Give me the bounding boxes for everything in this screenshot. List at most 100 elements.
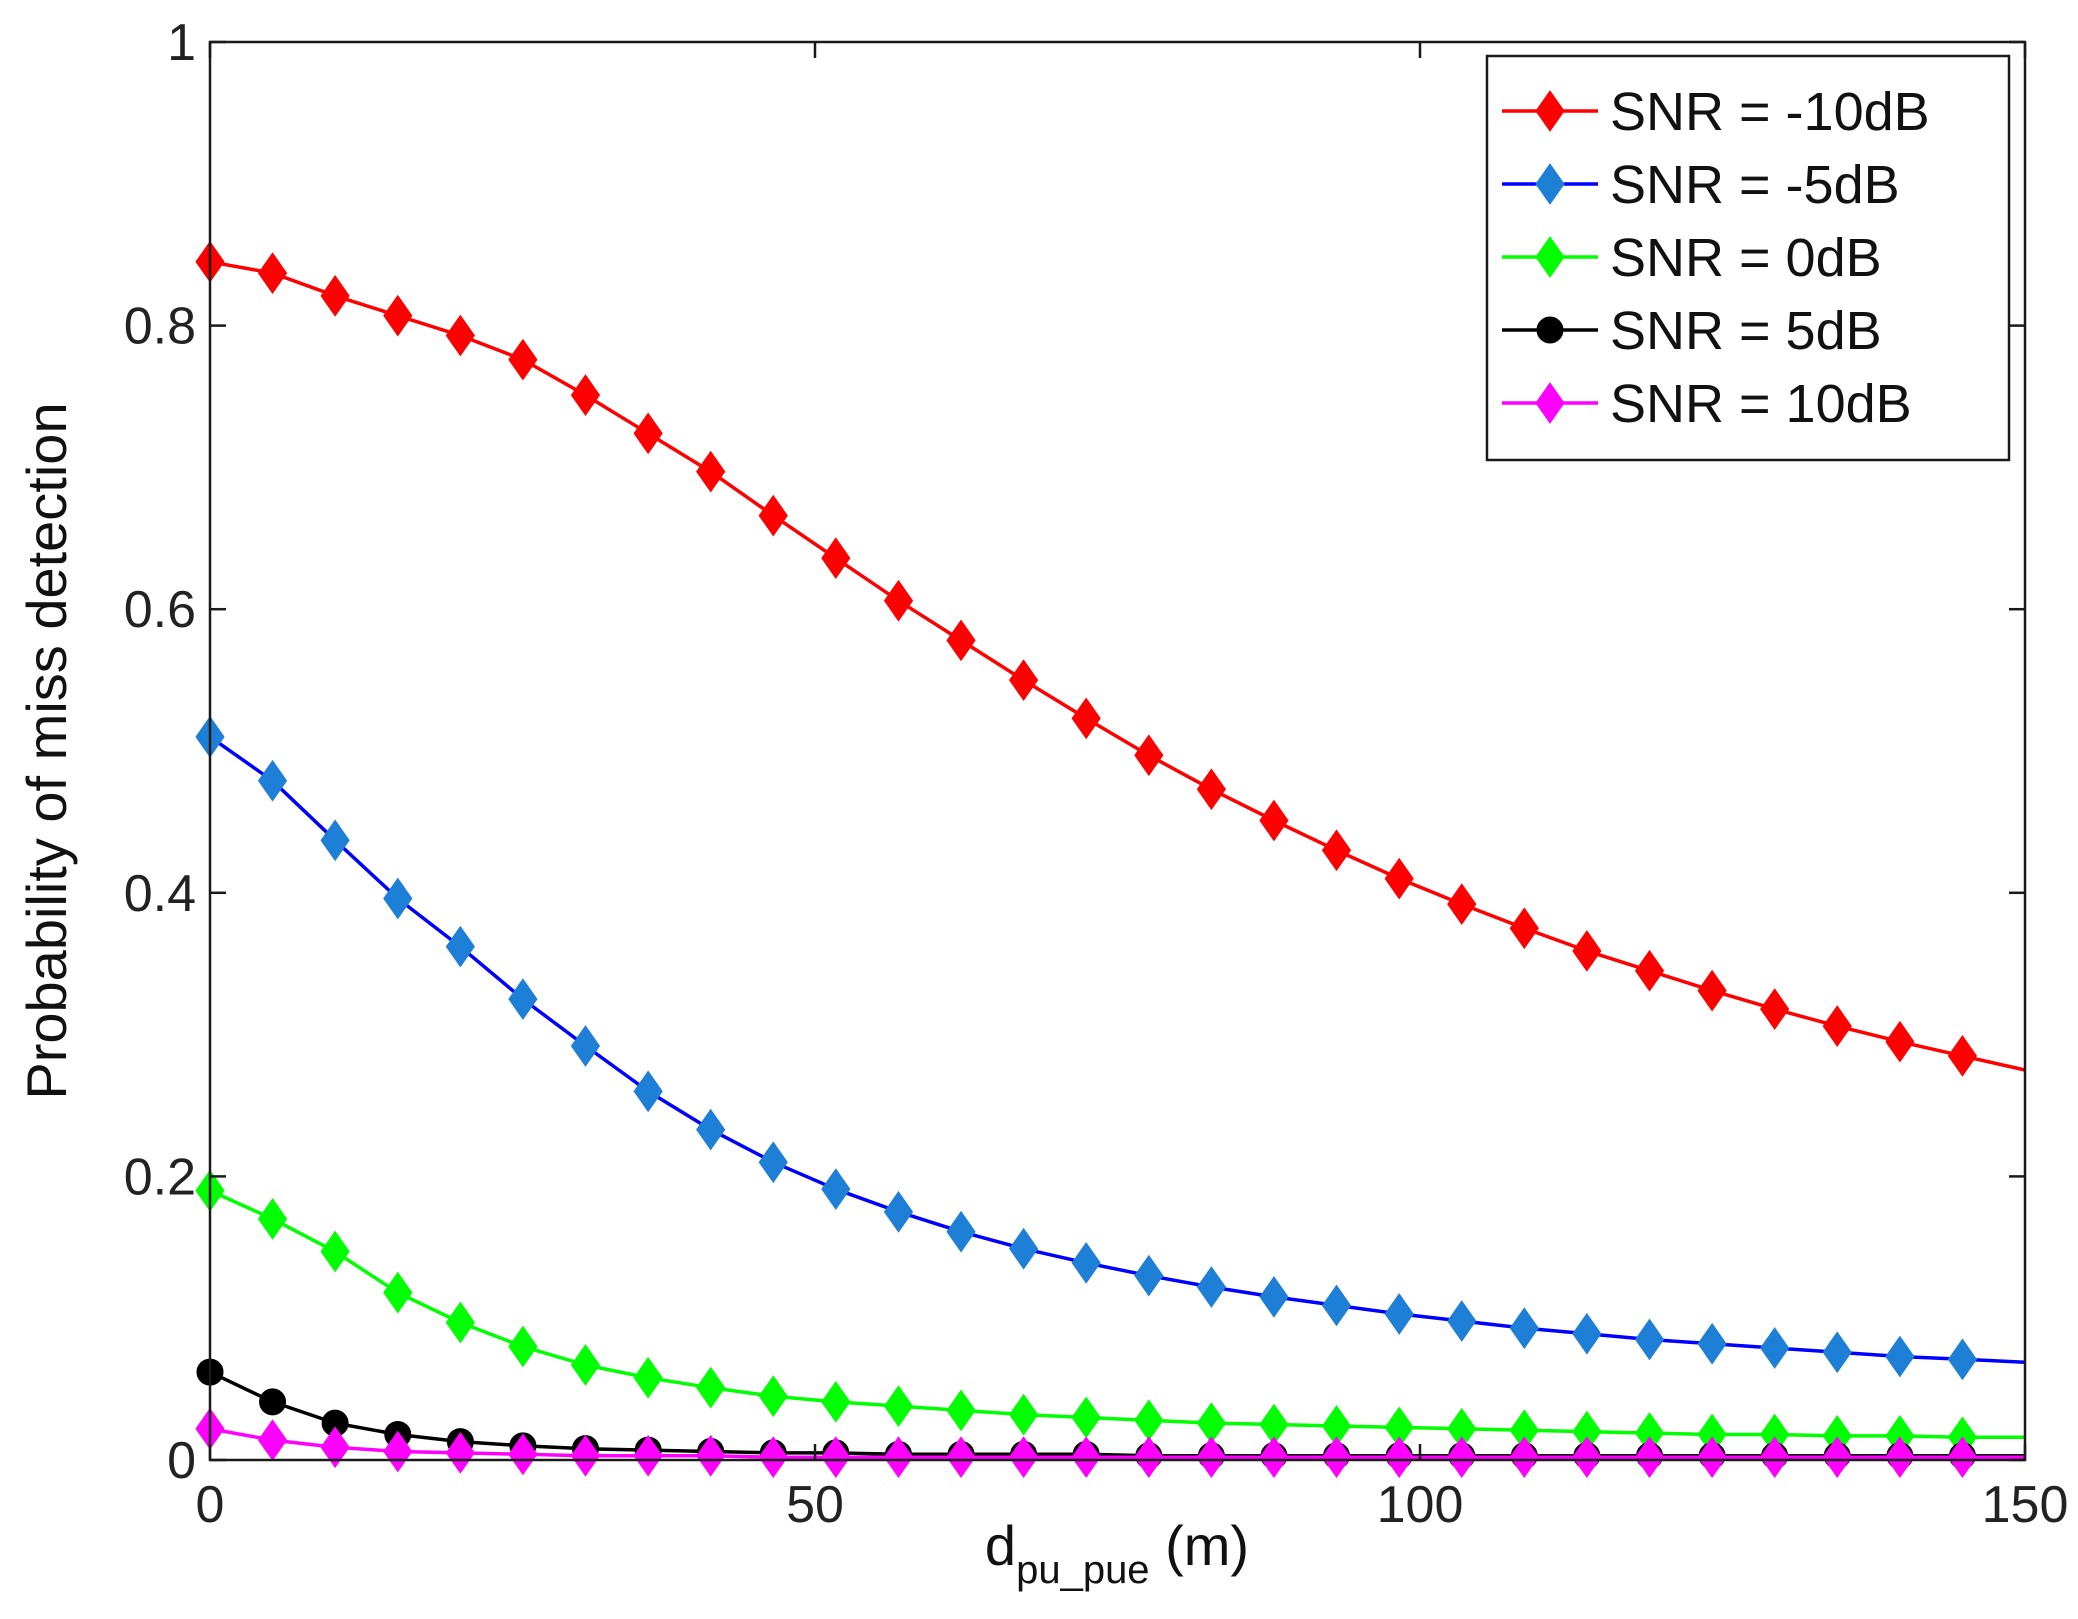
data-point — [1008, 1393, 1039, 1436]
data-point — [508, 1325, 538, 1368]
data-point — [1822, 1005, 1852, 1047]
data-point — [257, 252, 288, 295]
data-point — [320, 1230, 350, 1273]
legend-marker — [1536, 316, 1564, 344]
data-point — [1259, 1276, 1289, 1318]
y-axis-label: Probability of miss detection — [15, 402, 78, 1099]
data-point — [1947, 1338, 1978, 1381]
legend-entry: SNR = 5dB — [1502, 301, 1882, 361]
data-point — [1822, 1331, 1852, 1374]
y-tick-label: 0.2 — [124, 1148, 196, 1206]
data-point — [570, 1025, 601, 1067]
data-point — [1008, 1227, 1039, 1270]
data-point — [1634, 949, 1665, 992]
data-point — [1509, 1307, 1539, 1349]
y-tick-label: 0 — [167, 1432, 196, 1490]
data-point — [758, 1375, 788, 1418]
data-point — [445, 1301, 475, 1344]
data-point — [633, 1070, 663, 1113]
data-point — [883, 579, 914, 622]
series-4 — [195, 1407, 2025, 1479]
data-point — [1321, 829, 1352, 872]
legend-label: SNR = -10dB — [1610, 82, 1930, 142]
data-point — [1134, 1436, 1164, 1479]
data-point — [1947, 1034, 1978, 1077]
x-axis-label: dpu_pue (m) — [985, 1514, 1249, 1592]
data-point — [1071, 1242, 1101, 1284]
data-point — [696, 1108, 726, 1151]
data-point — [1509, 1436, 1539, 1479]
data-point — [821, 1380, 851, 1423]
legend-label: SNR = 0dB — [1610, 228, 1882, 288]
data-point — [1885, 1335, 1915, 1378]
series-1 — [195, 715, 2026, 1381]
data-point — [1008, 1436, 1039, 1479]
data-point — [1947, 1436, 1978, 1479]
plot-frame — [208, 40, 2027, 1462]
data-point — [1196, 1436, 1227, 1479]
data-point — [383, 294, 413, 337]
legend-marker — [1535, 163, 1565, 205]
data-point — [696, 1434, 726, 1477]
data-point — [633, 1434, 663, 1477]
data-point — [633, 1356, 663, 1399]
data-point — [1008, 659, 1039, 701]
data-point — [320, 819, 350, 862]
x-tick-label: 50 — [786, 1476, 844, 1534]
data-point — [1760, 1436, 1790, 1479]
data-point — [508, 338, 538, 381]
data-point — [1259, 1436, 1289, 1479]
data-point — [696, 1366, 726, 1409]
data-point — [1134, 734, 1164, 777]
data-point — [1321, 1284, 1352, 1327]
data-point — [383, 1271, 413, 1314]
legend-marker — [1535, 382, 1565, 424]
data-point — [821, 1168, 851, 1211]
data-point — [257, 759, 288, 802]
legend-marker — [1535, 236, 1565, 278]
data-point — [946, 1210, 976, 1253]
legend-entry: SNR = 0dB — [1502, 228, 1882, 288]
data-point — [758, 1141, 788, 1184]
data-point — [570, 1434, 601, 1477]
data-point — [1572, 930, 1602, 972]
x-tick-label: 0 — [196, 1476, 225, 1534]
data-point — [1321, 1436, 1352, 1479]
data-point — [1196, 768, 1227, 811]
data-point — [445, 314, 475, 357]
legend-entry: SNR = 10dB — [1502, 374, 1912, 434]
legend-marker — [1535, 90, 1565, 132]
x-axis-label-main: d — [985, 1514, 1016, 1577]
data-point — [1447, 883, 1477, 926]
data-point — [383, 1430, 413, 1473]
x-tick-label: 150 — [1982, 1476, 2069, 1534]
data-point — [1822, 1436, 1852, 1479]
legend-label: SNR = 5dB — [1610, 301, 1882, 361]
data-point — [758, 1436, 788, 1479]
x-tick-label: 100 — [1377, 1476, 1464, 1534]
data-point — [1134, 1254, 1164, 1297]
data-point — [1634, 1436, 1665, 1479]
data-point — [1572, 1436, 1602, 1479]
data-point — [633, 412, 663, 455]
data-point — [1634, 1318, 1665, 1361]
data-point — [1384, 857, 1414, 900]
data-point — [1697, 1436, 1727, 1479]
data-point — [1384, 1436, 1414, 1479]
x-axis-label-subscript: pu_pue — [1016, 1548, 1149, 1592]
data-point — [883, 1385, 914, 1427]
data-point — [1196, 1266, 1227, 1308]
data-point — [758, 494, 788, 537]
data-point — [946, 619, 976, 662]
data-point — [821, 1436, 851, 1479]
legend-entry: SNR = -5dB — [1502, 155, 1900, 215]
y-tick-label: 0.4 — [124, 865, 196, 923]
data-point — [1760, 988, 1790, 1030]
data-point — [570, 374, 601, 416]
data-point — [320, 1426, 350, 1469]
legend-entry: SNR = -10dB — [1502, 82, 1930, 142]
data-point — [1384, 1293, 1414, 1335]
legend-label: SNR = -5dB — [1610, 155, 1900, 215]
data-point — [508, 978, 538, 1021]
data-point — [445, 925, 475, 968]
